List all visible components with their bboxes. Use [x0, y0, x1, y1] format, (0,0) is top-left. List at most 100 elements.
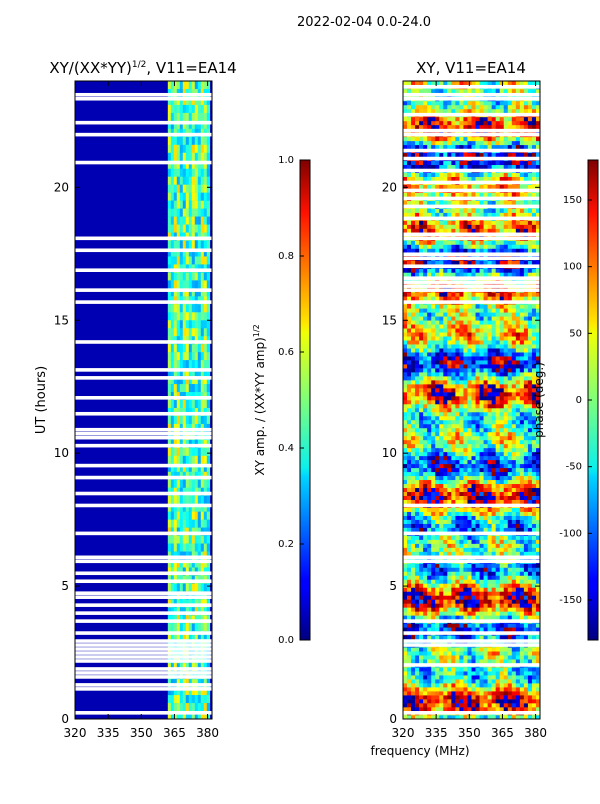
- phase-cell: [435, 332, 439, 336]
- phase-cell: [528, 444, 532, 448]
- phase-cell: [516, 683, 520, 687]
- phase-cell: [415, 412, 419, 416]
- phase-cell: [451, 440, 455, 444]
- phase-cell: [492, 440, 496, 444]
- phase-cell: [496, 683, 500, 687]
- phase-cell: [484, 380, 488, 384]
- phase-cell: [459, 340, 463, 344]
- phase-cell: [463, 476, 467, 480]
- amp-cell: [189, 312, 192, 320]
- phase-cell: [516, 659, 520, 663]
- phase-cell: [472, 448, 476, 452]
- phase-cell: [516, 567, 520, 571]
- phase-cell: [500, 356, 504, 360]
- phase-cell: [427, 304, 431, 308]
- phase-cell: [504, 432, 508, 436]
- amp-cell: [195, 280, 198, 288]
- phase-cell: [504, 707, 508, 711]
- phase-cell: [435, 496, 439, 500]
- phase-cell: [484, 368, 488, 372]
- phase-cell: [419, 627, 423, 631]
- phase-cell: [512, 360, 516, 364]
- phase-cell: [403, 340, 407, 344]
- phase-cell: [484, 448, 488, 452]
- amp-cell: [177, 280, 180, 288]
- phase-cell: [415, 563, 419, 567]
- amp-cell: [198, 105, 201, 113]
- phase-cell: [411, 659, 415, 663]
- phase-cell: [415, 372, 419, 376]
- phase-cell: [512, 659, 516, 663]
- phase-cell: [459, 528, 463, 532]
- amp-cell: [204, 328, 207, 336]
- phase-cell: [528, 292, 532, 296]
- phase-cell: [447, 623, 451, 627]
- phase-cell: [467, 548, 471, 552]
- phase-cell: [411, 324, 415, 328]
- amp-cell: [195, 544, 198, 552]
- phase-cell: [403, 488, 407, 492]
- phase-cell: [480, 492, 484, 496]
- phase-cell: [516, 472, 520, 476]
- phase-cell: [480, 484, 484, 488]
- phase-cell: [480, 400, 484, 404]
- phase-cell: [411, 703, 415, 707]
- phase-cell: [403, 536, 407, 540]
- phase-cell: [524, 432, 528, 436]
- phase-cell: [512, 548, 516, 552]
- amp-cell: [174, 169, 177, 177]
- phase-cell: [472, 651, 476, 655]
- phase-cell: [447, 571, 451, 575]
- phase-cell: [459, 607, 463, 611]
- phase-cell: [435, 512, 439, 516]
- phase-cell: [508, 404, 512, 408]
- phase-cell: [472, 376, 476, 380]
- phase-cell: [476, 340, 480, 344]
- phase-cell: [508, 476, 512, 480]
- phase-cell: [443, 396, 447, 400]
- amp-cell: [174, 177, 177, 185]
- phase-cell: [411, 563, 415, 567]
- amp-cell: [189, 456, 192, 464]
- phase-cell: [496, 384, 500, 388]
- phase-cell: [447, 328, 451, 332]
- phase-cell: [439, 587, 443, 591]
- phase-cell: [484, 635, 488, 639]
- phase-cell: [500, 352, 504, 356]
- amp-cell: [177, 193, 180, 201]
- phase-cell: [459, 328, 463, 332]
- phase-cell: [455, 611, 459, 615]
- phase-cell: [451, 520, 455, 524]
- amp-cell: [177, 320, 180, 328]
- phase-cell: [443, 500, 447, 504]
- amp-cell: [204, 209, 207, 217]
- phase-cell: [504, 655, 508, 659]
- phase-cell: [439, 603, 443, 607]
- phase-cell: [472, 615, 476, 619]
- phase-cell: [443, 312, 447, 316]
- phase-cell: [492, 472, 496, 476]
- phase-cell: [459, 384, 463, 388]
- amp-cell: [183, 360, 186, 368]
- phase-cell: [443, 675, 447, 679]
- amp-cell: [189, 105, 192, 113]
- phase-cell: [520, 615, 524, 619]
- amp-cell: [174, 512, 177, 520]
- phase-cell: [488, 448, 492, 452]
- phase-cell: [463, 324, 467, 328]
- phase-cell: [516, 603, 520, 607]
- amp-cell: [171, 544, 174, 552]
- phase-cell: [512, 675, 516, 679]
- phase-cell: [467, 388, 471, 392]
- amp-cell: [189, 201, 192, 209]
- amp-cell: [171, 352, 174, 360]
- phase-cell: [407, 392, 411, 396]
- amp-cell: [177, 623, 180, 631]
- amp-cell: [168, 456, 171, 464]
- phase-cell: [439, 412, 443, 416]
- phase-cell: [492, 587, 496, 591]
- phase-cell: [439, 428, 443, 432]
- phase-cell: [528, 308, 532, 312]
- amp-cell: [207, 185, 210, 193]
- amp-cell: [186, 512, 189, 520]
